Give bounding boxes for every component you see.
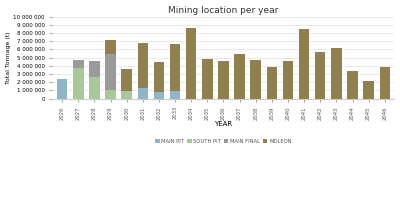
Bar [331, 48, 342, 99]
Bar [267, 67, 277, 99]
Bar [170, 91, 180, 99]
Bar [105, 54, 116, 90]
Bar [122, 69, 132, 91]
Bar [299, 29, 309, 99]
Bar [170, 44, 180, 91]
Bar [250, 60, 261, 99]
Bar [347, 71, 358, 99]
Bar [154, 92, 164, 99]
Y-axis label: Total Tonnage (t): Total Tonnage (t) [6, 31, 10, 84]
Bar [234, 54, 245, 99]
Bar [380, 67, 390, 99]
Bar [122, 91, 132, 99]
Bar [73, 68, 84, 99]
Bar [363, 81, 374, 99]
Bar [283, 61, 293, 99]
X-axis label: YEAR: YEAR [214, 121, 232, 127]
Bar [105, 40, 116, 54]
Bar [105, 90, 116, 99]
Bar [89, 77, 100, 99]
Bar [138, 88, 148, 99]
Title: Mining location per year: Mining location per year [168, 6, 279, 15]
Bar [315, 52, 326, 99]
Bar [73, 60, 84, 68]
Bar [218, 61, 229, 99]
Legend: MAIN PIT, SOUTH PIT, MAIN FINAL, MOLEON: MAIN PIT, SOUTH PIT, MAIN FINAL, MOLEON [154, 138, 292, 145]
Bar [138, 43, 148, 88]
Bar [57, 79, 67, 99]
Bar [202, 59, 212, 99]
Bar [89, 61, 100, 77]
Bar [154, 62, 164, 92]
Bar [186, 28, 196, 99]
